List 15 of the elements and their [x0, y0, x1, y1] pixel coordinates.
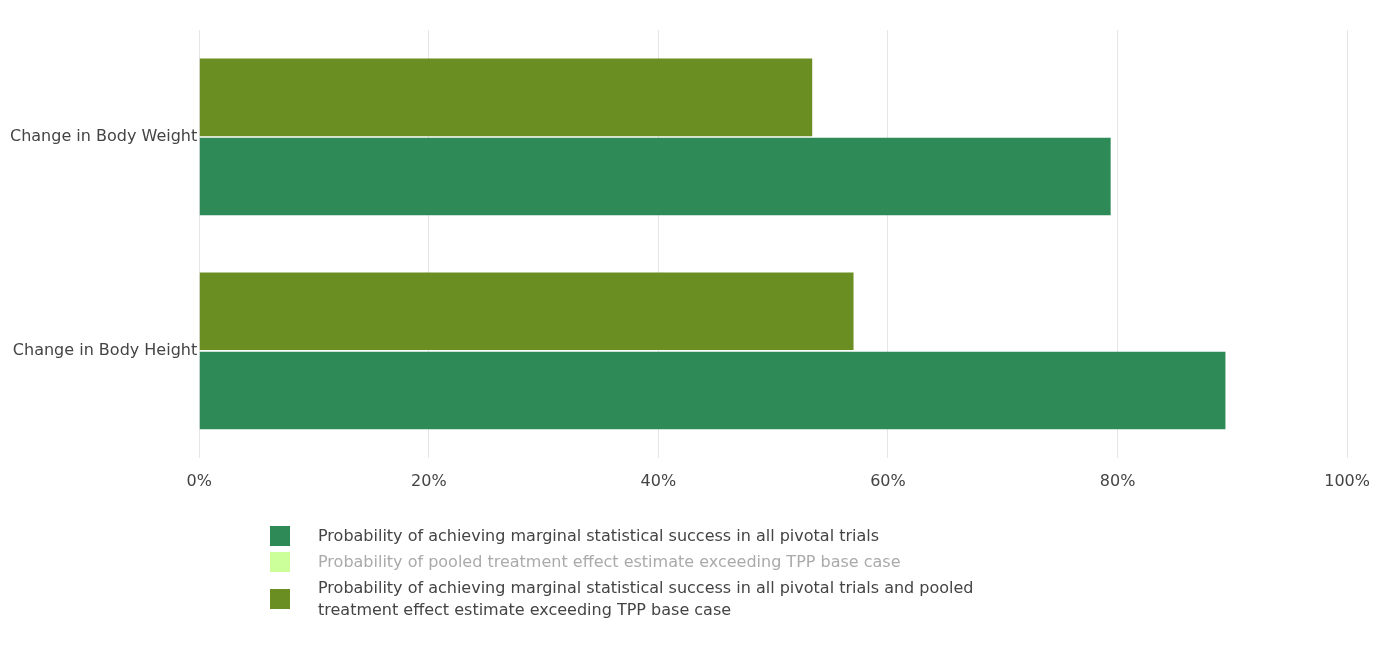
bar: [199, 58, 813, 137]
y-tick-label: Change in Body Weight: [10, 126, 198, 146]
legend-label: Probability of achieving marginal statistical success in all pivotal trials and pooled treatment effect estimate exceeding TPP base case: [318, 577, 975, 621]
x-tick-label: 80%: [1099, 470, 1136, 490]
y-tick-label: Change in Body Height: [12, 340, 198, 360]
bar: [199, 351, 1226, 430]
bar: [199, 272, 854, 351]
x-tick-label: 40%: [640, 470, 677, 490]
x-tick-label: 20%: [411, 470, 447, 490]
x-tick-label: 0%: [186, 470, 212, 490]
x-tick-label: 60%: [870, 470, 906, 490]
legend-label: Probability of achieving marginal statistical success in all pivotal trials: [318, 525, 880, 547]
bar: [199, 137, 1111, 216]
legend-label: Probability of pooled treatment effect estimate exceeding TPP base case: [318, 551, 901, 573]
x-tick-label: 100%: [1324, 470, 1370, 490]
